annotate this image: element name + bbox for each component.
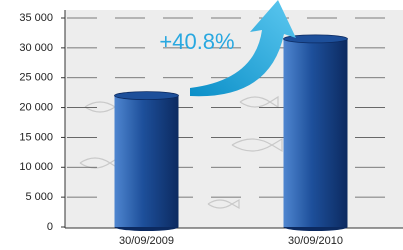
bar-cap [115,92,179,100]
y-tick-label: 30 000 [19,42,53,54]
y-tick-label: 35 000 [19,12,53,24]
y-tick-label: 25 000 [19,72,53,84]
y-tick-label: 5 000 [25,191,53,203]
x-tick-label: 30/09/2010 [288,235,343,247]
y-tick-label: 0 [47,221,53,233]
y-tick-label: 10 000 [19,161,53,173]
bar [284,39,348,227]
bar [115,96,179,227]
chart: 0 5 000 10 000 15 000 20 000 25 000 30 000 35 0… [0,0,403,250]
growth-annotation: +40.8% [159,29,234,54]
x-tick-label: 30/09/2009 [119,235,174,247]
y-tick-label: 20 000 [19,101,53,113]
y-tick-label: 15 000 [19,131,53,143]
